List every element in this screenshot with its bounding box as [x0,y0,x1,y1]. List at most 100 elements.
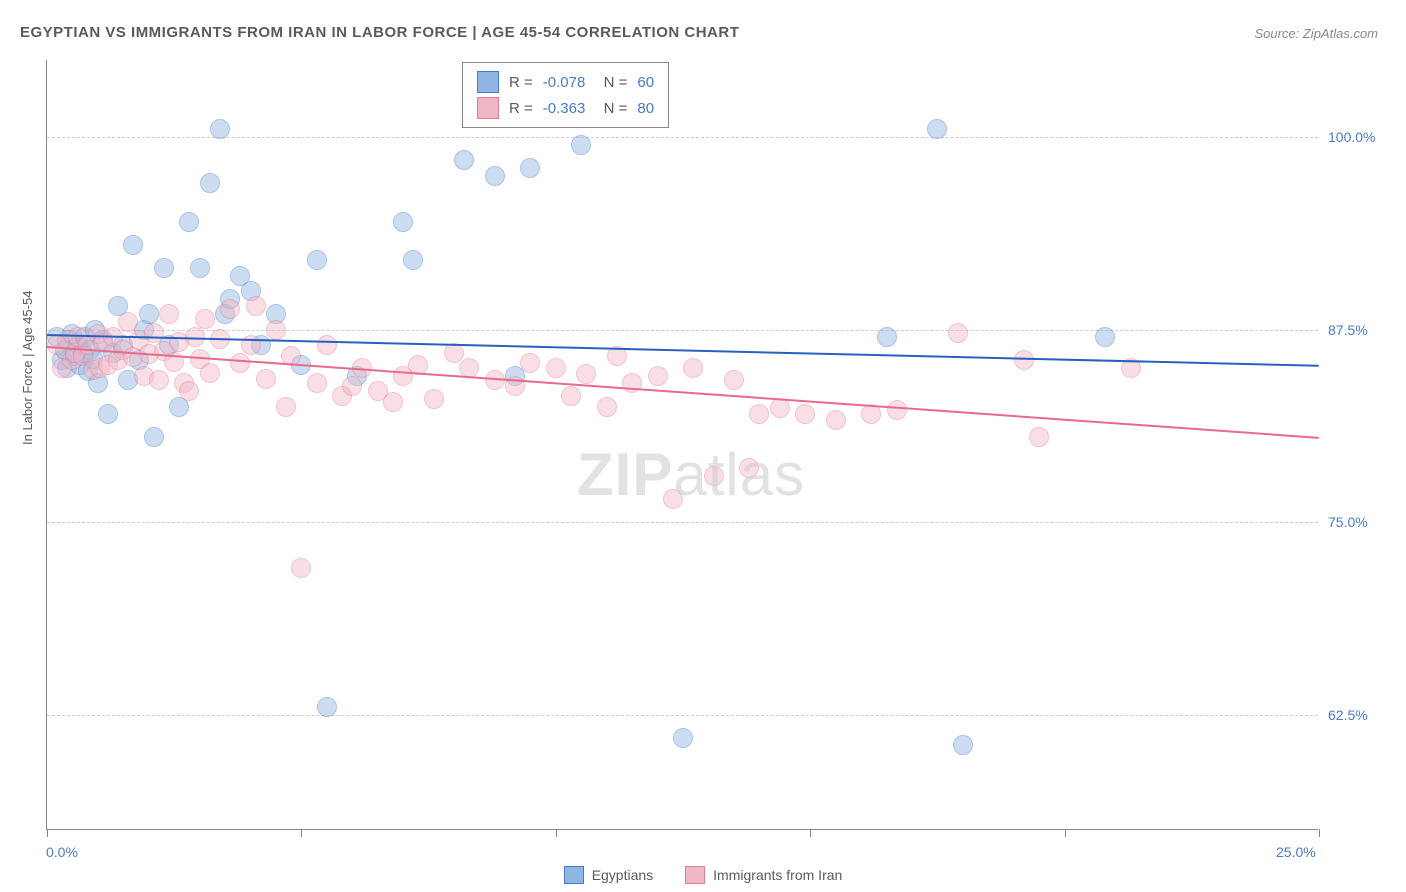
legend-swatch [477,97,499,119]
data-point [307,250,327,270]
data-point [200,173,220,193]
data-point [663,489,683,509]
data-point [276,397,296,417]
data-point [195,309,215,329]
data-point [393,212,413,232]
gridline [47,715,1318,716]
data-point [561,386,581,406]
x-tick-label: 25.0% [1276,844,1316,860]
data-point [190,258,210,278]
x-tick-label: 0.0% [46,844,78,860]
data-point [139,304,159,324]
data-point [520,353,540,373]
data-point [770,398,790,418]
legend-r-value: -0.363 [543,100,586,117]
y-tick-label: 100.0% [1328,129,1375,145]
data-point [424,389,444,409]
data-point [704,466,724,486]
data-point [739,458,759,478]
legend-swatch [685,866,705,884]
data-point [210,119,230,139]
data-point [953,735,973,755]
data-point [98,404,118,424]
data-point [826,410,846,430]
legend-n-value: 80 [637,100,654,117]
y-tick-label: 75.0% [1328,514,1368,530]
data-point [622,373,642,393]
data-point [948,323,968,343]
data-point [571,135,591,155]
watermark: ZIPatlas [577,440,805,509]
legend-r-label: R = [509,100,533,117]
x-tick [810,829,811,837]
watermark-rest: atlas [673,441,805,508]
data-point [342,376,362,396]
legend-item: Immigrants from Iran [685,866,842,884]
x-tick [47,829,48,837]
watermark-bold: ZIP [577,441,673,508]
legend-row: R = -0.363 N = 80 [477,95,654,121]
legend-label: Egyptians [592,867,653,883]
data-point [159,304,179,324]
data-point [383,392,403,412]
data-point [749,404,769,424]
data-point [724,370,744,390]
data-point [683,358,703,378]
gridline [47,330,1318,331]
data-point [200,363,220,383]
legend-n-value: 60 [637,74,654,91]
data-point [149,370,169,390]
data-point [454,150,474,170]
y-axis-title: In Labor Force | Age 45-54 [20,291,35,445]
data-point [520,158,540,178]
data-point [887,400,907,420]
data-point [118,312,138,332]
data-point [291,558,311,578]
data-point [246,296,266,316]
series-legend: Egyptians Immigrants from Iran [0,866,1406,884]
data-point [256,369,276,389]
data-point [576,364,596,384]
legend-n-label: N = [595,74,627,91]
data-point [403,250,423,270]
data-point [317,335,337,355]
x-tick [1065,829,1066,837]
data-point [485,166,505,186]
source-attribution: Source: ZipAtlas.com [1254,26,1378,41]
data-point [597,397,617,417]
legend-label: Immigrants from Iran [713,867,842,883]
gridline [47,137,1318,138]
x-tick [1319,829,1320,837]
data-point [179,381,199,401]
x-tick [301,829,302,837]
data-point [179,212,199,232]
correlation-legend: R = -0.078 N = 60R = -0.363 N = 80 [462,62,669,128]
legend-swatch [564,866,584,884]
x-tick [556,829,557,837]
chart-title: EGYPTIAN VS IMMIGRANTS FROM IRAN IN LABO… [20,24,739,41]
data-point [673,728,693,748]
legend-row: R = -0.078 N = 60 [477,69,654,95]
legend-r-label: R = [509,74,533,91]
data-point [1014,350,1034,370]
legend-r-value: -0.078 [543,74,586,91]
data-point [1029,427,1049,447]
scatter-chart: ZIPatlas [46,60,1318,830]
legend-swatch [477,71,499,93]
y-tick-label: 62.5% [1328,707,1368,723]
data-point [317,697,337,717]
data-point [1095,327,1115,347]
data-point [927,119,947,139]
y-tick-label: 87.5% [1328,322,1368,338]
data-point [144,323,164,343]
data-point [154,258,174,278]
data-point [307,373,327,393]
data-point [230,353,250,373]
legend-item: Egyptians [564,866,653,884]
gridline [47,522,1318,523]
data-point [266,320,286,340]
data-point [220,299,240,319]
data-point [877,327,897,347]
legend-n-label: N = [595,100,627,117]
data-point [546,358,566,378]
